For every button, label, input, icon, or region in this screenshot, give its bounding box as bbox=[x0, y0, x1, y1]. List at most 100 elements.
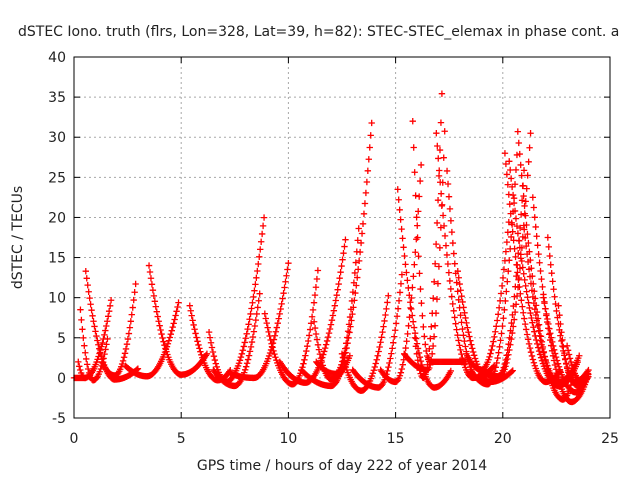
data-point bbox=[505, 218, 513, 226]
satellite-arc-28 bbox=[478, 130, 534, 382]
data-point bbox=[435, 263, 443, 270]
plot-frame bbox=[73, 56, 611, 419]
data-point bbox=[148, 281, 156, 288]
data-point bbox=[436, 146, 444, 154]
data-point bbox=[450, 250, 458, 257]
data-point bbox=[437, 119, 445, 126]
data-point bbox=[94, 337, 101, 344]
data-point bbox=[96, 350, 103, 357]
data-point bbox=[381, 317, 388, 325]
data-point bbox=[257, 238, 265, 245]
data-point bbox=[464, 324, 471, 331]
data-point bbox=[397, 216, 404, 223]
data-point bbox=[131, 289, 138, 296]
data-point bbox=[546, 325, 553, 332]
data-point bbox=[104, 313, 112, 320]
data-point bbox=[127, 318, 135, 325]
y-tick-label: 20 bbox=[48, 210, 66, 226]
data-point bbox=[313, 336, 321, 343]
data-point bbox=[506, 166, 514, 174]
data-point bbox=[516, 265, 524, 272]
data-point bbox=[241, 339, 248, 346]
data-point bbox=[408, 305, 415, 313]
data-point bbox=[342, 363, 350, 371]
data-point bbox=[534, 322, 541, 330]
y-axis-label: dSTEC / TECUs bbox=[10, 186, 26, 289]
data-point bbox=[554, 360, 562, 367]
data-point bbox=[396, 289, 404, 296]
satellite-arc-4 bbox=[98, 280, 139, 379]
data-point bbox=[87, 301, 94, 308]
data-point bbox=[94, 356, 101, 363]
data-point bbox=[553, 307, 560, 315]
data-point bbox=[564, 347, 572, 354]
data-point bbox=[252, 281, 259, 288]
data-point bbox=[126, 324, 134, 331]
data-point bbox=[506, 158, 513, 165]
data-point bbox=[527, 280, 535, 287]
data-point bbox=[206, 334, 214, 341]
data-point bbox=[130, 296, 137, 304]
data-point bbox=[519, 303, 526, 310]
data-point bbox=[256, 290, 263, 297]
data-point bbox=[268, 340, 275, 347]
data-point bbox=[436, 167, 443, 174]
data-point bbox=[84, 281, 91, 289]
data-point bbox=[404, 330, 411, 338]
data-point bbox=[550, 286, 557, 293]
data-point bbox=[523, 331, 531, 338]
data-point bbox=[348, 317, 355, 324]
data-point bbox=[449, 300, 456, 308]
data-point bbox=[446, 205, 454, 213]
data-point bbox=[210, 353, 218, 360]
data-point bbox=[339, 354, 347, 361]
data-point bbox=[157, 326, 164, 334]
data-point bbox=[440, 154, 447, 161]
data-point bbox=[152, 303, 159, 310]
data-point bbox=[527, 309, 534, 317]
data-point bbox=[374, 352, 381, 359]
data-point bbox=[76, 363, 83, 370]
data-point bbox=[454, 288, 461, 295]
data-point bbox=[264, 324, 271, 331]
data-point bbox=[395, 196, 402, 203]
data-point bbox=[302, 352, 309, 359]
data-point bbox=[335, 280, 342, 288]
data-point bbox=[186, 302, 193, 309]
data-point bbox=[149, 286, 157, 294]
data-point bbox=[501, 257, 509, 264]
data-point bbox=[175, 299, 182, 306]
data-point bbox=[537, 267, 544, 275]
data-point bbox=[422, 371, 429, 378]
data-point bbox=[517, 161, 524, 169]
data-point bbox=[496, 343, 503, 350]
data-point bbox=[248, 305, 255, 312]
y-tick-label: 0 bbox=[57, 371, 66, 387]
data-point bbox=[509, 191, 517, 199]
data-point bbox=[279, 295, 286, 302]
data-point bbox=[540, 349, 547, 356]
data-point bbox=[470, 352, 478, 359]
data-point bbox=[433, 130, 440, 137]
data-point bbox=[522, 320, 529, 328]
data-point bbox=[522, 282, 529, 290]
data-point bbox=[553, 357, 561, 364]
data-point bbox=[453, 326, 460, 333]
data-point bbox=[422, 341, 429, 348]
data-point bbox=[391, 327, 399, 334]
satellite-arc-11 bbox=[261, 267, 322, 388]
data-point bbox=[468, 341, 475, 348]
data-point bbox=[418, 299, 425, 307]
data-point bbox=[251, 322, 259, 330]
data-point bbox=[345, 321, 353, 328]
data-point bbox=[90, 318, 97, 325]
data-point bbox=[502, 160, 510, 168]
data-point bbox=[410, 273, 417, 280]
data-point bbox=[212, 360, 220, 367]
data-point bbox=[470, 348, 477, 356]
data-point bbox=[547, 330, 554, 337]
data-point bbox=[467, 337, 474, 344]
x-tick-label: 25 bbox=[601, 431, 619, 447]
data-point bbox=[246, 316, 253, 323]
